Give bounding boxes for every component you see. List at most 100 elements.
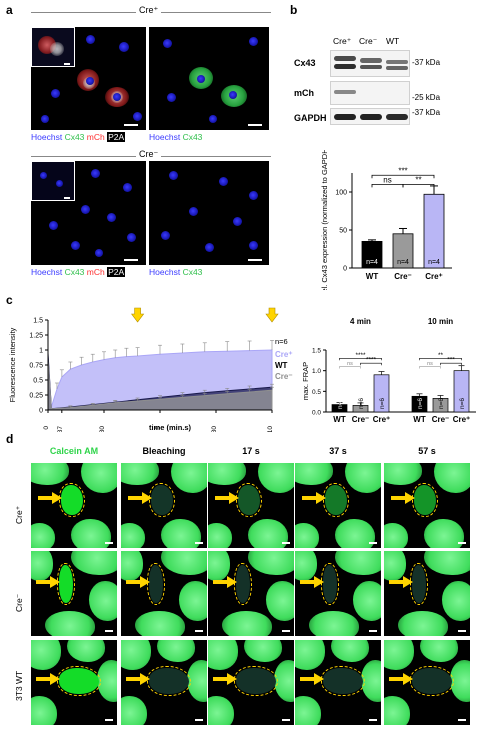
arrow-shape xyxy=(302,492,326,504)
y-axis-label: max. FRAP xyxy=(301,362,310,400)
arrow-icon xyxy=(300,576,324,588)
calcein-cell xyxy=(121,696,147,725)
arrow-icon xyxy=(126,576,150,588)
caption-hoechst: Hoechst xyxy=(149,132,181,142)
panel-label-d: d xyxy=(6,432,14,446)
inset-zoom xyxy=(31,161,75,201)
blot-row-label-cx43: Cx43 xyxy=(294,58,316,68)
bleached-region-outline xyxy=(149,483,175,517)
cre-minus-header: Cre⁻ xyxy=(136,149,162,160)
x-tick-label: WT xyxy=(366,272,379,281)
live-image-panel xyxy=(384,463,470,548)
scale-bar xyxy=(369,630,377,632)
calcein-cell xyxy=(309,611,359,636)
arrow-icon xyxy=(391,492,415,504)
y-tick-label: 0.5 xyxy=(312,389,321,396)
arrow-icon xyxy=(38,492,62,504)
calcein-cell xyxy=(31,463,69,485)
blot-row-label-mch: mCh xyxy=(294,88,314,98)
bleached-region-outline xyxy=(236,483,262,517)
calcein-cell xyxy=(31,640,61,670)
caption-cx43: Cx43 xyxy=(182,267,203,277)
panel-label-c: c xyxy=(6,293,13,307)
significance-label: ** xyxy=(415,175,421,184)
live-image-panel xyxy=(295,551,381,636)
column-header: 17 s xyxy=(242,446,260,456)
marker-mch: -25 kDa xyxy=(412,93,441,102)
legend-cre-minus: Cre⁻ xyxy=(275,372,293,381)
bleached-region-outline xyxy=(321,666,365,696)
x-tick-label: 5 xyxy=(155,426,162,430)
bleached-region-outline xyxy=(147,666,191,696)
column-header: 57 s xyxy=(418,446,436,456)
calcein-cell xyxy=(398,611,448,636)
y-tick-label: 100 xyxy=(335,190,347,197)
calcein-cell xyxy=(384,463,422,485)
arrow-shape xyxy=(126,673,150,685)
live-image-panel xyxy=(31,551,117,636)
caption-green-bottom: Hoechst Cx43 xyxy=(149,267,202,277)
row-label: Cre⁻ xyxy=(14,593,24,612)
y-tick-label: 1.5 xyxy=(312,348,321,355)
live-image-panel xyxy=(208,463,294,548)
bleached-region-outline xyxy=(57,666,101,696)
y-axis-label: Fluorescence intensity xyxy=(8,327,17,402)
arrow-icon xyxy=(215,492,239,504)
live-image-panel xyxy=(121,551,207,636)
scale-bar xyxy=(458,630,466,632)
micrograph-cre-plus-merge xyxy=(31,27,146,130)
significance-bracket xyxy=(419,357,462,361)
n-label: n=6 xyxy=(438,398,445,409)
calcein-cell xyxy=(67,640,105,662)
blot-gapdh xyxy=(330,108,410,125)
marker-label: 37 kDa xyxy=(414,58,441,67)
calcein-cell xyxy=(442,581,470,621)
n-label: n=4 xyxy=(397,259,409,266)
micrograph-cre-minus-merge xyxy=(31,161,146,265)
scale-bar xyxy=(195,719,203,721)
caption-hoechst: Hoechst xyxy=(31,132,63,142)
arrow-shape xyxy=(213,576,237,588)
scale-bar xyxy=(458,542,466,544)
scale-bar xyxy=(105,719,113,721)
blot-row-label-gapdh: GAPDH xyxy=(294,113,327,123)
x-tick-label: Cre⁻ xyxy=(352,415,370,424)
live-image-panel xyxy=(384,551,470,636)
group-label: 4 min xyxy=(350,318,371,326)
live-image-panel xyxy=(208,640,294,725)
calcein-cell xyxy=(135,611,185,636)
caption-p2a: P2A xyxy=(107,132,126,142)
calcein-cell xyxy=(208,551,230,581)
blot-mch xyxy=(330,81,410,105)
x-tick-label: 7.30 xyxy=(211,426,218,432)
arrow-icon xyxy=(213,576,237,588)
micrograph-cre-plus-green xyxy=(149,27,269,130)
x-tick-label: WT xyxy=(333,415,346,424)
scale-bar xyxy=(369,719,377,721)
calcein-cell xyxy=(31,523,55,548)
x-tick-label: Cre⁻ xyxy=(394,272,412,281)
calcein-cell xyxy=(384,696,410,725)
arrow-shape xyxy=(36,576,60,588)
significance-bracket xyxy=(371,174,435,179)
arrow-shape xyxy=(389,576,413,588)
x-tick-label: 2.30 xyxy=(99,426,106,432)
y-tick-label: 1.5 xyxy=(33,318,43,325)
caption-mch: mCh xyxy=(86,267,105,277)
calcein-cell xyxy=(71,519,111,548)
column-header: Bleaching xyxy=(142,446,186,456)
bleached-region-outline xyxy=(234,563,252,605)
calcein-cell xyxy=(295,696,321,725)
live-image-panel xyxy=(121,463,207,548)
arrow-icon xyxy=(389,673,413,685)
calcein-cell xyxy=(424,519,464,548)
caption-green-top: Hoechst Cx43 xyxy=(149,132,202,142)
bleached-region-outline xyxy=(323,483,349,517)
calcein-cell xyxy=(331,640,369,662)
calcein-cell xyxy=(208,696,234,725)
inset-zoom xyxy=(31,27,75,67)
significance-bracket xyxy=(371,184,404,188)
calcein-cell xyxy=(31,551,53,581)
calcein-cell xyxy=(335,551,381,575)
arrow-shape xyxy=(389,673,413,685)
